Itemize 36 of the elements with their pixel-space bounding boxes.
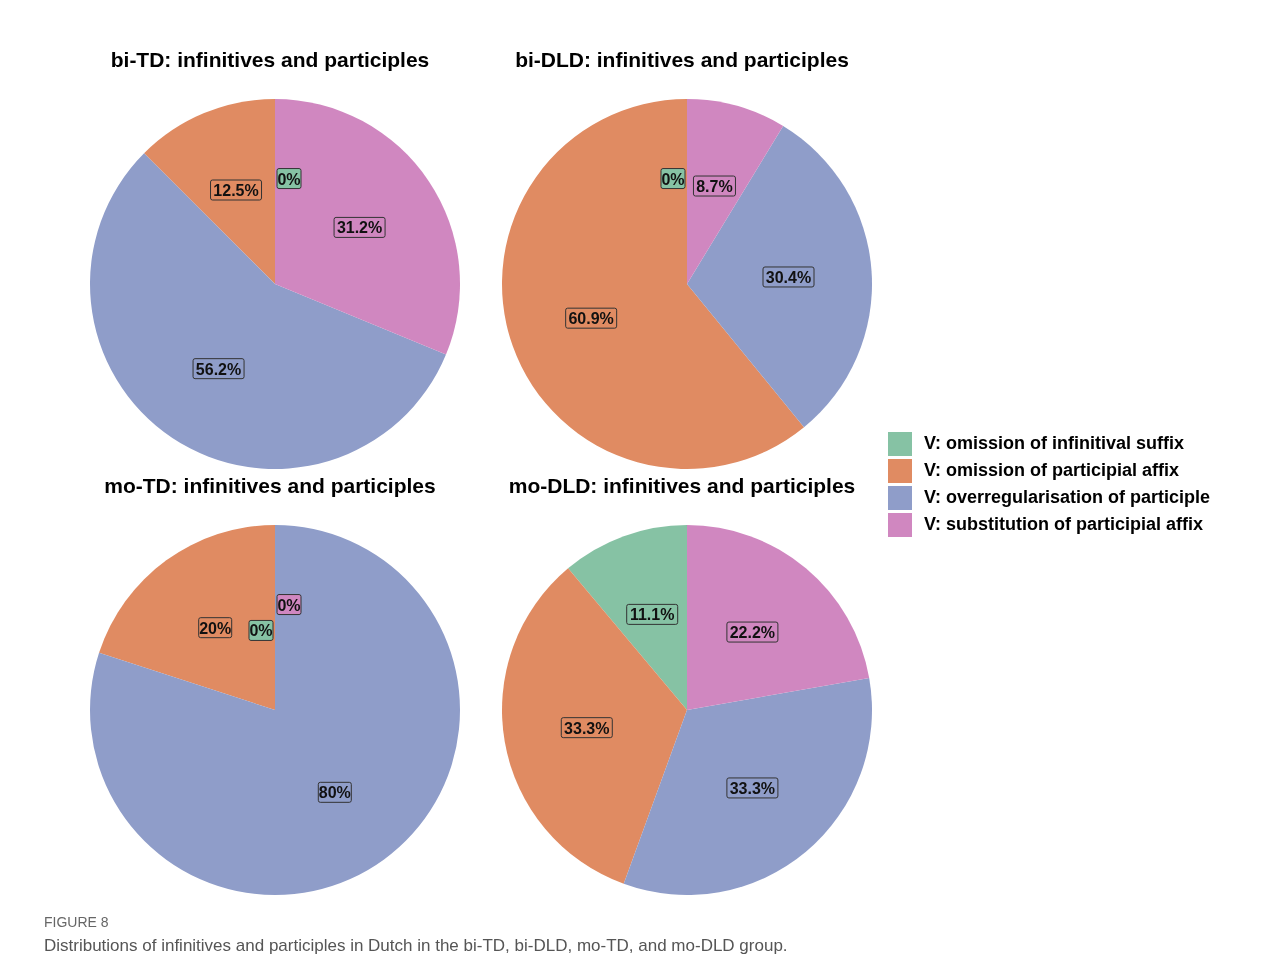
pie-slice: [90, 525, 460, 895]
data-label: 80%: [318, 784, 351, 802]
data-label: 12.5%: [213, 182, 259, 200]
caption: FIGURE 8: [44, 914, 110, 930]
data-label: 33.3%: [729, 779, 776, 797]
pie-slice: [90, 153, 446, 469]
data-label: 20%: [199, 619, 232, 637]
pie-slice: [275, 99, 460, 355]
chart-title: bi-DLD: infinitives and participles: [514, 48, 850, 73]
pie-slice: [144, 99, 275, 284]
pie-slice: [623, 677, 872, 895]
pie-slice: [568, 525, 687, 710]
text: 0%: [661, 170, 685, 188]
text: 0%: [277, 596, 301, 614]
pie-slice: [687, 125, 872, 428]
data-label: 33.3%: [564, 719, 610, 737]
legend-label: V: omission of infinitival suffix: [923, 432, 1186, 455]
text: Distributions of infinitives and participles in Dutch in the bi-TD, bi-DLD, mo-TD, and mo-DLD group.: [44, 936, 789, 956]
data-label: 22.2%: [729, 624, 776, 642]
data-label: 8.7%: [696, 178, 733, 196]
data-label: 56.2%: [195, 360, 242, 378]
pie-slice: [99, 525, 275, 710]
data-label: 31.2%: [336, 219, 383, 237]
legend-label: V: omission of participial affix: [923, 459, 1181, 482]
legend-label: V: substitution of participial affix: [923, 513, 1205, 536]
chart-title: mo-TD: infinitives and participles: [103, 474, 437, 499]
pie-slice: [687, 525, 870, 710]
legend-label: V: overregularisation of participle: [923, 486, 1211, 509]
text: 0%: [277, 170, 301, 188]
chart-title: bi-TD: infinitives and participles: [109, 48, 431, 73]
pie-slice: [502, 568, 687, 884]
data-label: 30.4%: [765, 268, 812, 286]
data-label: 60.9%: [568, 310, 614, 328]
chart-title: mo-DLD: infinitives and participles: [507, 474, 857, 499]
text: 0%: [249, 622, 273, 640]
data-label: 11.1%: [629, 606, 675, 624]
